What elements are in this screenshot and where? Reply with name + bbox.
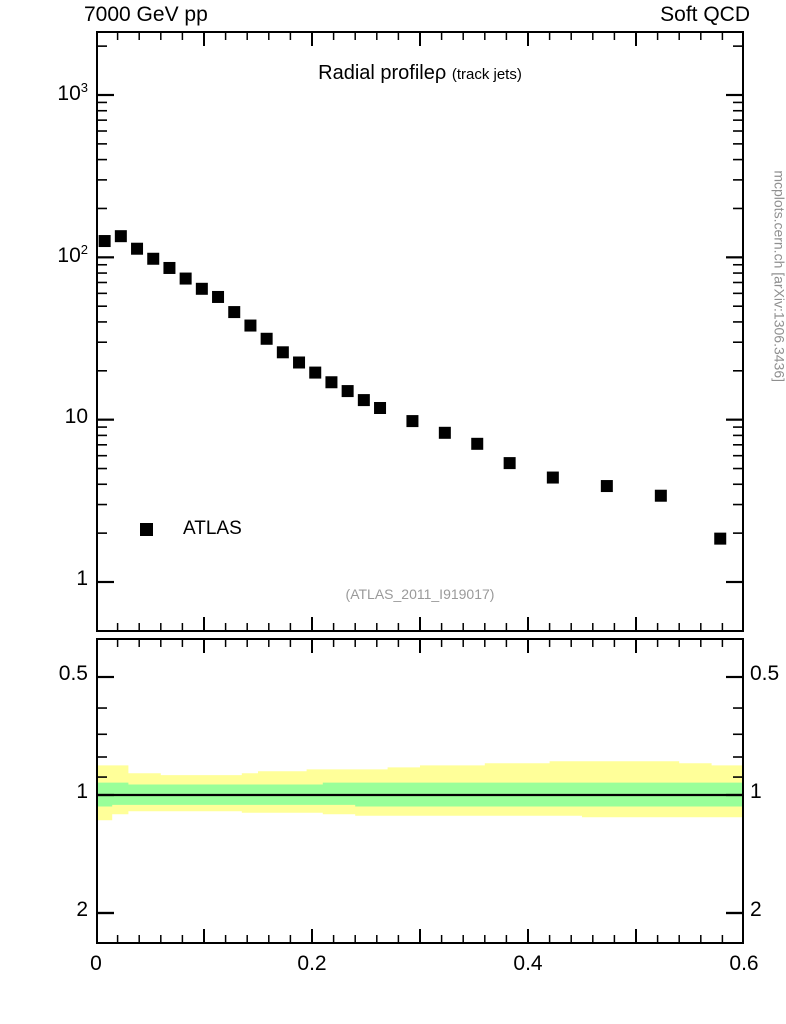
ratio-y-tick-label-right-2: 0.5	[750, 662, 780, 685]
data-point	[357, 394, 370, 407]
data-point	[163, 261, 176, 274]
ratio-plot-canvas	[98, 640, 742, 942]
x-tick-label-1: 0.2	[297, 952, 327, 975]
data-point	[654, 489, 667, 502]
data-point	[438, 426, 451, 439]
legend: ATLAS	[140, 518, 242, 540]
data-point	[341, 385, 354, 398]
data-point	[293, 356, 306, 369]
ratio-y-tick-label-left-2: 0.5	[58, 662, 88, 685]
x-tick-label-2: 0.4	[513, 952, 543, 975]
plot-title: Radial profileρ (track jets)	[96, 62, 744, 85]
source-credit: mcplots.cern.ch [arXiv:1306.3436]	[772, 170, 786, 382]
main-y-tick-label-3: 1	[76, 567, 88, 590]
data-point	[406, 415, 419, 428]
ratio-y-tick-label-left-1: 1	[76, 780, 88, 803]
data-series-atlas	[98, 230, 727, 545]
data-point	[212, 290, 225, 303]
data-point	[714, 532, 727, 545]
data-point	[98, 235, 111, 248]
main-plot-canvas	[95, 33, 745, 630]
main-plot-panel	[95, 31, 745, 632]
legend-label-atlas: ATLAS	[183, 518, 242, 539]
data-point	[374, 401, 387, 414]
data-point	[131, 242, 144, 255]
main-y-tick-label-1: 102	[57, 242, 88, 268]
plot-title-rho: ρ	[434, 62, 447, 84]
header-beam-energy: 7000 GeV pp	[84, 3, 208, 26]
data-point	[503, 457, 516, 470]
data-point	[228, 306, 241, 319]
plot-title-subtitle: (track jets)	[451, 66, 522, 83]
plot-title-main: Radial profile	[318, 62, 435, 84]
data-point	[260, 332, 273, 345]
ratio-y-tick-label-left-0: 2	[76, 898, 88, 921]
x-tick-label-0: 0	[90, 952, 102, 975]
data-point	[309, 366, 322, 379]
data-point	[179, 272, 192, 285]
legend-marker-atlas	[140, 522, 153, 536]
data-point	[147, 252, 160, 265]
analysis-id-watermark: (ATLAS_2011_I919017)	[345, 586, 495, 602]
data-point	[546, 471, 559, 484]
header-process: Soft QCD	[660, 3, 750, 26]
data-point	[244, 319, 257, 332]
main-y-tick-label-0: 103	[57, 80, 88, 105]
ratio-y-tick-label-right-1: 1	[750, 780, 762, 803]
data-point	[325, 376, 338, 389]
ratio-y-tick-label-right-0: 2	[750, 898, 762, 921]
data-point	[114, 230, 127, 243]
main-y-tick-label-2: 10	[64, 404, 88, 428]
data-point	[471, 437, 484, 450]
ratio-plot-panel	[96, 638, 744, 944]
data-point	[276, 346, 289, 359]
data-point	[600, 480, 613, 493]
data-point	[195, 282, 208, 295]
x-tick-label-3: 0.6	[729, 952, 759, 975]
